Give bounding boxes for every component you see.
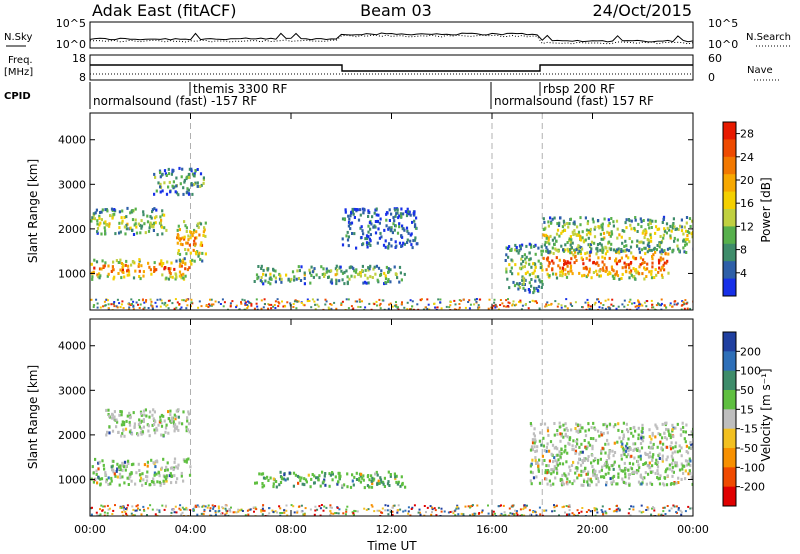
nsky-tick-bottom: 10^0 xyxy=(56,38,86,51)
ytick-label: 1000 xyxy=(58,473,86,486)
colorbar-segment xyxy=(723,278,736,297)
nave-tick-top: 60 xyxy=(708,52,722,65)
freq-unit-label: [MHz] xyxy=(4,67,33,78)
freq-line xyxy=(90,64,693,72)
velocity-panel: 1000 2000 3000 4000 00:00 04:00 08:00 12:00 16:0… xyxy=(26,318,709,553)
ytick-label: 2000 xyxy=(58,429,86,442)
power-colorbar: 4 8 12 16 20 24 28 xyxy=(722,121,754,297)
colorbar-tick-label: -200 xyxy=(740,481,765,494)
nsky-label: N.Sky xyxy=(4,32,32,43)
nsky-line xyxy=(89,32,694,43)
cpid-label: CPID xyxy=(4,91,31,102)
colorbar-tick-label: -15 xyxy=(740,423,758,436)
colorbar-tick-label: 12 xyxy=(740,220,754,233)
colorbar-segment xyxy=(723,428,736,449)
station-title: Adak East (fitACF) xyxy=(92,1,236,20)
nsearch-line xyxy=(90,34,694,45)
nave-tick-bottom: 0 xyxy=(708,71,715,84)
colorbar-tick-label: 50 xyxy=(740,384,754,397)
cpid-segment-normalsound-neg: normalsound (fast) -157 RF xyxy=(93,94,257,108)
xtick-label: 04:00 xyxy=(175,523,207,536)
colorbar-segment xyxy=(723,226,736,245)
colorbar-segment xyxy=(723,332,736,352)
velocity-data xyxy=(90,319,693,516)
nsearch-tick-bottom: 10^0 xyxy=(708,38,738,51)
cpid-strip: CPID normalsound (fast) -157 RF themis 3… xyxy=(4,82,654,109)
ytick-label: 3000 xyxy=(58,178,86,191)
colorbar-tick-label: 100 xyxy=(740,365,761,378)
colorbar-segment xyxy=(723,122,736,140)
colorbar-segment xyxy=(723,448,736,468)
noise-strip: N.Sky 10^5 10^0 10^5 10^0 N.Search xyxy=(4,17,791,51)
colorbar-segment xyxy=(723,409,736,430)
freq-tick-bottom: 8 xyxy=(79,71,86,84)
xtick-label: 20:00 xyxy=(577,523,609,536)
colorbar-tick-label: 4 xyxy=(740,267,747,280)
date-title: 24/Oct/2015 xyxy=(592,1,692,20)
colorbar-tick-label: 15 xyxy=(740,403,754,416)
colorbar-tick-label: 8 xyxy=(740,244,747,257)
power-panel: 1000 2000 3000 4000 Slant Range [km] xyxy=(26,112,694,311)
colorbar-tick-label: -100 xyxy=(740,461,765,474)
colorbar-tick-label: 24 xyxy=(740,151,754,164)
nsearch-label: N.Search xyxy=(746,32,791,43)
ytick-label: 2000 xyxy=(58,223,86,236)
xtick-label: 12:00 xyxy=(376,523,408,536)
power-data xyxy=(90,113,693,310)
xtick-label: 00:00 xyxy=(74,523,106,536)
colorbar-tick-label: 16 xyxy=(740,197,754,210)
cpid-segment-rbsp: rbsp 200 RF xyxy=(543,82,615,96)
ytick-label: 4000 xyxy=(58,340,86,353)
nave-label: Nave xyxy=(747,65,773,76)
colorbar-segment xyxy=(723,191,736,210)
beam-title: Beam 03 xyxy=(360,1,432,20)
time-xlabel: Time UT xyxy=(366,539,417,553)
colorbar-segment xyxy=(723,390,736,410)
velocity-ylabel: Slant Range [km] xyxy=(26,365,40,469)
colorbar-segment xyxy=(723,370,736,391)
ytick-label: 4000 xyxy=(58,134,86,147)
ytick-label: 1000 xyxy=(58,267,86,280)
colorbar-tick-label: 20 xyxy=(740,174,754,187)
colorbar-tick-label: -50 xyxy=(740,442,758,455)
freq-tick-top: 18 xyxy=(72,52,86,65)
colorbar-tick-label: 28 xyxy=(740,128,754,141)
colorbar-tick-label: 200 xyxy=(740,345,761,358)
power-colorbar-label: Power [dB] xyxy=(759,177,773,242)
colorbar-segment xyxy=(723,243,736,262)
velocity-colorbar: 200 100 50 15 -15 -50 -100 -200 xyxy=(722,331,765,507)
cpid-segment-themis: themis 3300 RF xyxy=(193,82,287,96)
ytick-label: 3000 xyxy=(58,384,86,397)
colorbar-segment xyxy=(723,486,736,507)
colorbar-segment xyxy=(723,209,736,227)
velocity-colorbar-label: Velocity [m s⁻¹] xyxy=(759,368,773,461)
cpid-segment-normalsound-pos: normalsound (fast) 157 RF xyxy=(494,94,654,108)
nsearch-tick-top: 10^5 xyxy=(708,17,738,30)
colorbar-segment xyxy=(723,467,736,488)
power-ylabel: Slant Range [km] xyxy=(26,159,40,263)
colorbar-segment xyxy=(723,261,736,280)
colorbar-segment xyxy=(723,156,736,175)
colorbar-segment xyxy=(723,139,736,158)
colorbar-segment xyxy=(723,174,736,193)
nsky-tick-top: 10^5 xyxy=(56,17,86,30)
freq-strip: Freq. [MHz] 18 8 60 0 Nave xyxy=(4,52,780,84)
xtick-label: 16:00 xyxy=(476,523,508,536)
xtick-label: 08:00 xyxy=(275,523,307,536)
freq-label: Freq. xyxy=(8,55,33,66)
colorbar-segment xyxy=(723,351,736,372)
xtick-label: 00:00 xyxy=(677,523,709,536)
